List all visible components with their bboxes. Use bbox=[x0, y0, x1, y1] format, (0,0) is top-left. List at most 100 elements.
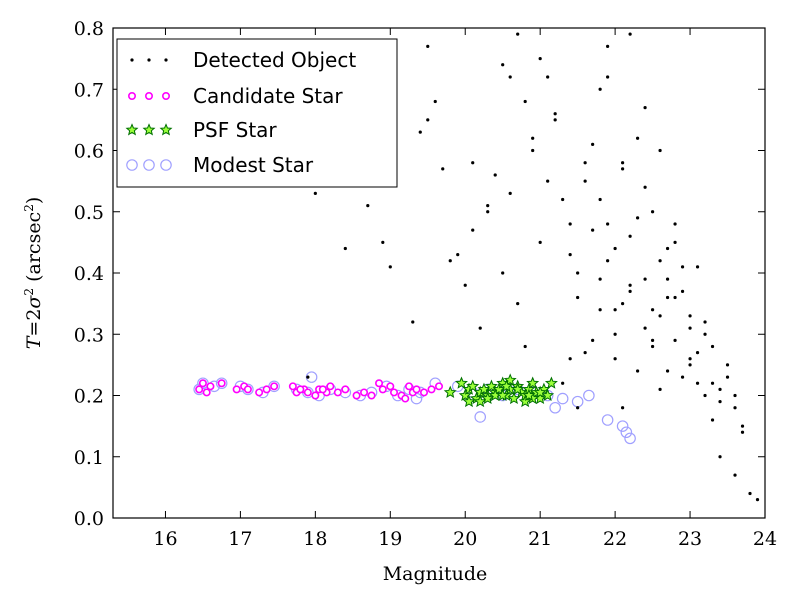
legend-marker bbox=[125, 123, 139, 136]
data-point bbox=[522, 388, 536, 402]
data-point bbox=[486, 210, 490, 214]
data-point bbox=[401, 394, 410, 403]
data-point bbox=[405, 382, 414, 391]
y-tick-label: 0.8 bbox=[74, 18, 104, 40]
data-point bbox=[680, 289, 685, 293]
axis-ticks: 16 17 18 19 20 21 22 23 24 0.0 0.1 0.2 0.3 0.4 0.5 0.6 0… bbox=[74, 18, 777, 550]
x-tick-label: 16 bbox=[153, 528, 177, 550]
data-point bbox=[628, 283, 632, 287]
data-point bbox=[518, 394, 532, 408]
data-point bbox=[516, 32, 520, 36]
data-point bbox=[695, 381, 700, 385]
data-point bbox=[288, 382, 297, 391]
data-point bbox=[576, 295, 580, 300]
data-point bbox=[466, 379, 480, 392]
y-tick-label: 0.1 bbox=[74, 447, 104, 469]
data-point bbox=[658, 314, 662, 318]
series-psf-star bbox=[443, 373, 558, 408]
data-point bbox=[613, 357, 617, 361]
legend-marker bbox=[128, 92, 137, 101]
data-point bbox=[620, 426, 633, 439]
y-tick-label: 0.4 bbox=[74, 263, 104, 285]
data-point bbox=[725, 363, 730, 367]
data-point bbox=[695, 351, 700, 355]
data-point bbox=[561, 197, 565, 202]
data-point bbox=[508, 191, 512, 195]
data-point bbox=[318, 385, 327, 394]
data-point bbox=[673, 240, 677, 244]
data-point bbox=[296, 385, 305, 394]
data-point bbox=[613, 332, 617, 336]
data-point bbox=[613, 308, 617, 312]
data-point bbox=[501, 271, 505, 275]
data-point bbox=[680, 265, 685, 269]
legend-marker bbox=[142, 123, 156, 136]
data-point bbox=[598, 197, 602, 202]
legend-item-psf-star: PSF Star bbox=[125, 118, 277, 142]
legend-label: Modest Star bbox=[193, 153, 314, 177]
data-point bbox=[658, 259, 662, 263]
data-point bbox=[198, 379, 207, 388]
data-point bbox=[733, 393, 737, 398]
legend-marker bbox=[145, 92, 154, 101]
legend-marker bbox=[130, 58, 134, 62]
series-detected-object bbox=[306, 32, 760, 502]
data-point bbox=[561, 381, 565, 385]
legend-marker bbox=[164, 58, 168, 62]
data-point bbox=[313, 191, 317, 195]
data-points bbox=[193, 32, 760, 502]
data-point bbox=[474, 411, 487, 423]
data-point bbox=[680, 375, 685, 379]
data-point bbox=[703, 393, 707, 398]
data-point bbox=[478, 326, 482, 330]
data-point bbox=[576, 406, 580, 410]
data-point bbox=[531, 136, 535, 140]
data-point bbox=[598, 308, 602, 312]
data-point bbox=[516, 302, 520, 306]
data-point bbox=[418, 130, 422, 134]
data-point bbox=[477, 382, 491, 395]
data-point bbox=[215, 377, 228, 390]
data-point bbox=[202, 388, 211, 397]
legend-item-candidate-star: Candidate Star bbox=[128, 84, 343, 108]
x-axis-label: Magnitude bbox=[383, 563, 488, 585]
data-point bbox=[544, 376, 558, 389]
data-point bbox=[434, 382, 443, 391]
data-point bbox=[411, 320, 415, 324]
y-tick-label: 0.3 bbox=[74, 324, 104, 346]
legend-label: PSF Star bbox=[193, 118, 277, 142]
data-point bbox=[455, 376, 468, 389]
legend-item-detected-object: Detected Object bbox=[130, 48, 356, 72]
data-point bbox=[643, 326, 647, 330]
data-point bbox=[755, 498, 760, 502]
y-tick-label: 0.2 bbox=[74, 386, 104, 408]
data-point bbox=[576, 271, 580, 275]
y-tick-label: 0.7 bbox=[74, 79, 104, 101]
data-point bbox=[541, 388, 555, 402]
x-tick-label: 23 bbox=[678, 528, 702, 550]
data-point bbox=[448, 259, 452, 263]
data-point bbox=[665, 295, 670, 300]
data-point bbox=[598, 87, 602, 91]
data-point bbox=[688, 363, 692, 367]
data-point bbox=[333, 388, 342, 397]
legend-marker bbox=[162, 92, 171, 101]
data-point bbox=[658, 387, 662, 391]
data-point bbox=[343, 246, 347, 251]
legend-marker bbox=[126, 159, 138, 171]
data-point bbox=[643, 277, 647, 281]
data-point bbox=[232, 385, 241, 394]
data-point bbox=[568, 357, 572, 361]
x-tick-label: 24 bbox=[753, 528, 777, 550]
data-point bbox=[628, 32, 632, 36]
data-point bbox=[725, 375, 730, 379]
data-point bbox=[538, 240, 542, 244]
data-point bbox=[598, 277, 602, 281]
series-candidate-star bbox=[195, 379, 443, 403]
data-point bbox=[549, 401, 561, 414]
data-point bbox=[635, 216, 640, 220]
data-point bbox=[493, 173, 497, 177]
data-point bbox=[621, 161, 625, 165]
x-tick-label: 20 bbox=[453, 528, 477, 550]
data-point bbox=[695, 265, 700, 269]
